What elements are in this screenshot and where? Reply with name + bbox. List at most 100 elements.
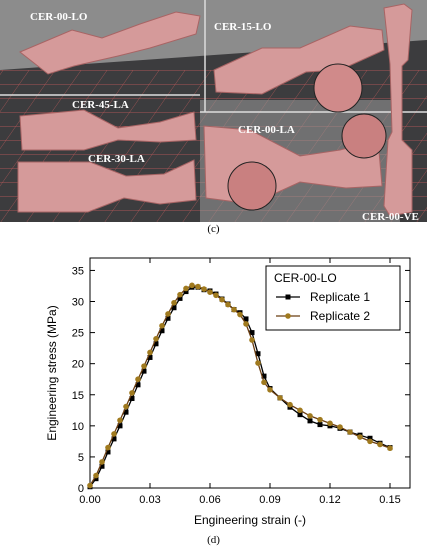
data-point (377, 441, 383, 448)
data-point (99, 459, 105, 465)
data-point (237, 311, 243, 318)
data-point (225, 301, 231, 308)
specimen-cer-15-lo (213, 25, 385, 95)
specimen-label: CER-00-LA (238, 124, 295, 136)
data-point (141, 368, 147, 374)
specimen-render: CER-00-LO CER-15-LO CER-45-LA CER-00-LA … (0, 0, 427, 222)
y-tick-label: 0 (78, 483, 84, 495)
data-point (135, 382, 141, 388)
data-point (387, 445, 393, 452)
stress-strain-chart: 0.00 0.03 0.06 0.09 0.12 0.15 0 5 10 15 20 25 30 35 E… (45, 257, 411, 527)
data-point (219, 296, 225, 303)
data-point (93, 476, 99, 482)
panel-caption-c: (c) (207, 223, 220, 235)
legend-title: CER-00-LO (274, 271, 337, 285)
data-point (183, 289, 189, 295)
data-point (99, 463, 105, 469)
data-point (249, 337, 255, 343)
specimen-cer-45-la (19, 109, 197, 151)
legend-label: Replicate 1 (310, 290, 370, 304)
x-tick-label: 0.06 (199, 494, 220, 506)
plot-frame (89, 257, 411, 489)
data-point (327, 420, 333, 427)
data-point (367, 435, 373, 441)
data-point (207, 289, 213, 295)
data-point (129, 395, 135, 401)
y-tick-label: 25 (72, 328, 84, 340)
data-point (195, 283, 201, 290)
zoom-inset (227, 161, 277, 211)
data-point (171, 305, 177, 311)
data-point (297, 412, 303, 418)
chart-legend: CER-00-LO Replicate 1 Replicate 2 (265, 265, 401, 331)
data-point (347, 429, 353, 435)
x-tick-label: 0.15 (379, 494, 400, 506)
data-point (357, 434, 363, 440)
data-point (243, 316, 249, 322)
data-point (165, 311, 171, 317)
data-point (255, 351, 261, 357)
data-point (277, 395, 283, 401)
data-point (171, 299, 177, 306)
x-tick-label: 0.12 (319, 494, 340, 506)
data-point (261, 373, 267, 379)
legend-entries: Replicate 1 Replicate 2 (276, 290, 370, 323)
data-point (307, 413, 313, 419)
data-point (177, 291, 183, 298)
specimen-label: CER-30-LA (88, 153, 145, 165)
y-tick-label: 35 (72, 265, 84, 277)
zoom-inset (341, 113, 387, 159)
data-point (367, 438, 373, 445)
chart-series (87, 282, 393, 490)
data-point (123, 409, 129, 415)
data-point (267, 386, 273, 393)
y-tick-label: 30 (72, 297, 84, 309)
data-point (105, 444, 111, 451)
data-point (147, 349, 153, 356)
data-point (153, 336, 159, 342)
specimen-cer-00-ve (383, 3, 413, 217)
data-point (147, 354, 153, 360)
data-point (255, 360, 261, 366)
data-point (111, 436, 117, 442)
data-point (123, 403, 129, 410)
y-axis-label: Engineering stress (MPa) (45, 305, 59, 440)
panel-caption-d: (d) (207, 534, 220, 546)
data-point (117, 417, 123, 424)
data-point (317, 422, 323, 428)
data-point (249, 330, 255, 336)
data-point (213, 292, 219, 299)
data-point (231, 306, 237, 313)
data-point (159, 322, 165, 329)
legend-marker (285, 294, 291, 300)
series-2 (87, 282, 393, 489)
x-tick-label: 0.00 (79, 494, 100, 506)
data-point (153, 341, 159, 347)
data-point (317, 416, 323, 423)
data-point (159, 328, 165, 334)
data-point (201, 286, 207, 292)
x-tick-label: 0.03 (139, 494, 160, 506)
data-point (141, 363, 147, 369)
data-point (165, 315, 171, 321)
legend-marker (285, 313, 291, 319)
legend-label: Replicate 2 (310, 309, 370, 323)
data-point (177, 295, 183, 301)
data-point (87, 482, 93, 489)
data-point (243, 321, 249, 327)
specimen-label: CER-45-LA (72, 99, 129, 111)
y-tick-label: 20 (72, 359, 84, 371)
data-point (183, 285, 189, 292)
data-point (337, 424, 343, 430)
data-point (105, 449, 111, 455)
data-point (93, 472, 99, 479)
specimen-label: CER-00-VE (362, 211, 419, 222)
specimen-cer-00-lo (19, 11, 201, 75)
y-tick-label: 15 (72, 390, 84, 402)
chart-axes (89, 257, 411, 489)
data-point (297, 407, 303, 414)
specimen-label: CER-15-LO (214, 21, 272, 33)
data-point (261, 379, 267, 386)
data-point (135, 376, 141, 383)
data-point (307, 418, 313, 424)
